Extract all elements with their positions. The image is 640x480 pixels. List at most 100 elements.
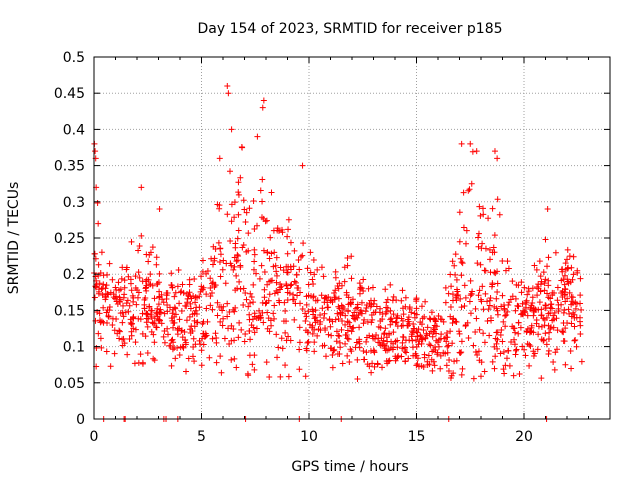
data-point	[344, 327, 351, 334]
data-point	[398, 315, 405, 322]
data-point	[562, 361, 569, 368]
data-point	[121, 277, 128, 284]
data-point	[467, 140, 474, 147]
data-point	[265, 315, 272, 322]
data-point	[577, 314, 584, 321]
data-point	[268, 322, 275, 329]
data-point	[452, 251, 459, 258]
data-point	[545, 351, 552, 358]
data-point	[291, 247, 298, 254]
data-point	[460, 224, 467, 231]
y-tick-label: 0.45	[54, 86, 85, 102]
y-tick-label: 0	[76, 412, 85, 428]
data-point	[402, 358, 409, 365]
y-tick-label: 0.05	[54, 376, 85, 392]
data-point	[421, 354, 428, 361]
data-point	[106, 260, 113, 267]
data-point	[225, 325, 232, 332]
data-point	[235, 189, 242, 196]
data-point	[482, 267, 489, 274]
data-point	[171, 293, 178, 300]
data-point	[542, 302, 549, 309]
data-point	[451, 262, 458, 269]
data-point	[472, 305, 479, 312]
y-tick-label: 0.25	[54, 231, 85, 247]
data-point	[312, 314, 319, 321]
data-point	[210, 243, 217, 250]
data-point	[458, 371, 465, 378]
x-axis-label: GPS time / hours	[291, 459, 408, 475]
data-point	[361, 316, 368, 323]
data-point	[235, 211, 242, 218]
data-point	[150, 355, 157, 362]
data-point	[332, 268, 339, 275]
data-point	[309, 322, 316, 329]
data-point	[577, 300, 584, 307]
data-point	[258, 262, 265, 269]
data-point	[488, 283, 495, 290]
y-tick-label: 0.5	[63, 50, 85, 66]
data-point	[274, 225, 281, 232]
data-point	[442, 299, 449, 306]
data-point	[578, 306, 585, 313]
data-point	[230, 266, 237, 273]
data-point	[384, 347, 391, 354]
data-point	[362, 308, 369, 315]
data-point	[453, 276, 460, 283]
data-point	[560, 337, 567, 344]
data-point	[491, 148, 498, 155]
data-point	[97, 335, 104, 342]
data-point	[479, 283, 486, 290]
data-point	[190, 335, 197, 342]
data-point	[264, 325, 271, 332]
data-point	[266, 291, 273, 298]
data-point	[275, 344, 282, 351]
data-point	[424, 358, 431, 365]
data-point	[464, 319, 471, 326]
data-point	[288, 281, 295, 288]
data-point	[302, 327, 309, 334]
data-point	[248, 322, 255, 329]
data-point	[279, 226, 286, 233]
data-point	[551, 309, 558, 316]
data-point	[234, 285, 241, 292]
data-point	[314, 266, 321, 273]
data-point	[276, 228, 283, 235]
data-point	[285, 226, 292, 233]
data-point	[480, 306, 487, 313]
data-point	[146, 251, 153, 258]
data-point	[544, 263, 551, 270]
data-point	[104, 307, 111, 314]
data-point	[217, 273, 224, 280]
data-point	[142, 285, 149, 292]
data-point	[128, 287, 135, 294]
data-point	[394, 323, 401, 330]
data-point	[220, 315, 227, 322]
data-point	[247, 290, 254, 297]
data-point	[458, 304, 465, 311]
data-point	[203, 291, 210, 298]
data-point	[302, 373, 309, 380]
data-point	[260, 319, 267, 326]
data-point	[293, 271, 300, 278]
data-point	[282, 362, 289, 369]
data-point	[139, 278, 146, 285]
data-point	[555, 305, 562, 312]
data-point	[104, 320, 111, 327]
data-point	[319, 342, 326, 349]
data-point	[358, 299, 365, 306]
x-tick-label: 10	[300, 429, 318, 445]
data-point	[491, 303, 498, 310]
data-point	[469, 148, 476, 155]
data-point	[335, 316, 342, 323]
data-point	[194, 319, 201, 326]
data-point	[487, 256, 494, 263]
data-point	[132, 326, 139, 333]
data-point	[235, 227, 242, 234]
data-point	[258, 214, 265, 221]
data-point	[435, 313, 442, 320]
data-point	[310, 293, 317, 300]
data-point	[429, 367, 436, 374]
data-point	[571, 323, 578, 330]
data-point	[357, 284, 364, 291]
